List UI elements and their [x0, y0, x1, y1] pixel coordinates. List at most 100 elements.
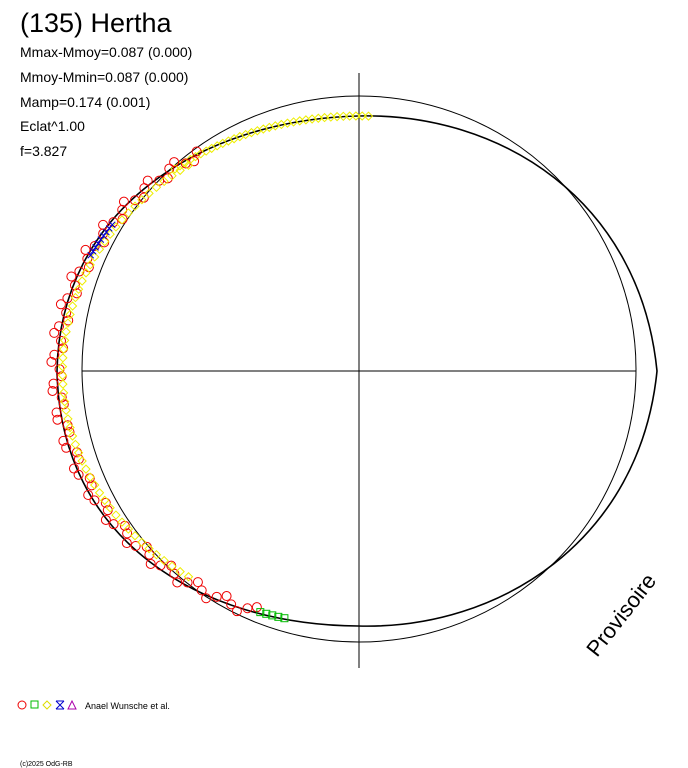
legend-symbol	[30, 700, 39, 709]
stat-line: f=3.827	[20, 143, 67, 159]
marker	[123, 524, 134, 534]
marker	[226, 599, 237, 610]
marker	[180, 157, 190, 168]
marker	[100, 514, 111, 525]
marker	[167, 171, 177, 181]
marker	[169, 157, 180, 168]
marker	[319, 112, 330, 123]
marker	[288, 117, 299, 127]
marker	[139, 183, 150, 194]
marker	[86, 480, 97, 491]
marker	[130, 201, 140, 211]
stat-line: Eclat^1.00	[20, 118, 85, 134]
marker	[100, 232, 107, 240]
marker	[94, 240, 102, 247]
marker	[103, 228, 110, 236]
marker	[183, 572, 194, 582]
marker	[246, 127, 257, 138]
marker	[105, 503, 115, 513]
marker	[73, 284, 84, 294]
marker	[85, 260, 95, 270]
marker	[58, 435, 69, 446]
marker	[49, 349, 60, 360]
marker	[164, 163, 175, 174]
marker	[77, 456, 87, 466]
marker	[211, 591, 222, 602]
marker	[332, 111, 342, 122]
marker	[63, 318, 73, 328]
marker	[144, 188, 154, 199]
marker	[201, 593, 212, 604]
marker	[94, 488, 105, 498]
marker	[94, 244, 105, 254]
marker	[229, 134, 239, 144]
marker	[301, 115, 311, 125]
marker	[154, 175, 165, 186]
marker	[70, 292, 81, 303]
marker	[58, 353, 68, 363]
marker	[61, 307, 72, 318]
marker	[295, 116, 305, 126]
marker	[252, 126, 263, 136]
marker	[89, 495, 100, 506]
marker	[145, 558, 156, 569]
marker	[218, 138, 228, 149]
marker	[159, 555, 169, 566]
marker	[71, 288, 82, 299]
marker	[326, 112, 336, 122]
marker	[65, 422, 75, 433]
marker	[73, 469, 84, 480]
marker	[81, 464, 91, 474]
marker	[70, 439, 81, 450]
marker	[363, 111, 374, 121]
legend-symbol	[17, 700, 27, 710]
marker	[191, 146, 202, 157]
legend-label: Anael Wunsche et al.	[85, 701, 170, 711]
marker	[130, 531, 140, 541]
marker	[111, 510, 121, 520]
marker	[65, 309, 75, 320]
marker	[67, 301, 78, 311]
marker	[270, 121, 281, 131]
title: (135) Hertha	[20, 8, 173, 38]
marker	[357, 111, 367, 121]
marker	[61, 327, 71, 337]
marker	[89, 247, 97, 255]
marker	[274, 612, 283, 621]
marker	[59, 335, 70, 346]
marker	[58, 344, 69, 354]
marker	[85, 472, 95, 482]
marker	[192, 577, 203, 588]
marker	[105, 225, 113, 232]
marker	[351, 111, 361, 121]
marker	[81, 268, 91, 278]
marker	[46, 356, 57, 367]
marker	[52, 414, 63, 425]
legend: Anael Wunsche et al.	[17, 699, 170, 711]
marker	[137, 537, 147, 548]
marker	[100, 497, 111, 508]
marker	[307, 114, 317, 124]
marker	[344, 111, 355, 121]
marker	[280, 614, 289, 623]
marker	[66, 271, 77, 282]
marker	[63, 414, 73, 424]
marker	[73, 454, 84, 465]
marker	[83, 490, 94, 501]
marker	[67, 431, 78, 441]
marker	[130, 540, 141, 551]
marker	[108, 519, 119, 530]
marker	[90, 252, 100, 262]
marker	[175, 161, 185, 171]
marker	[175, 566, 185, 577]
marker	[282, 118, 293, 128]
reference-circle	[81, 95, 637, 643]
marker	[49, 327, 60, 338]
marker	[212, 141, 222, 151]
markers	[46, 111, 374, 623]
marker	[59, 396, 70, 407]
marker	[57, 361, 68, 372]
marker	[223, 136, 234, 146]
marker	[221, 591, 232, 602]
